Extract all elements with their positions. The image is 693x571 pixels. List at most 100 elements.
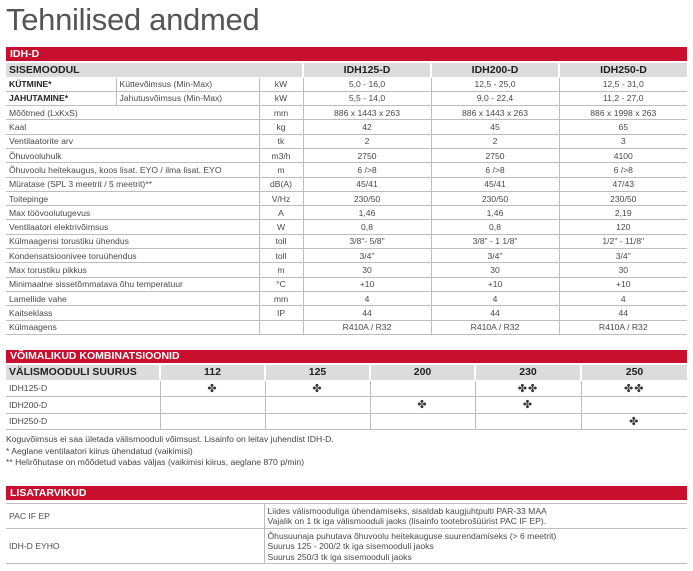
footnotes: Koguvõimsus ei saa ületada välismooduli … [6,434,334,469]
accessories-section-title: LISATARVIKUD [10,487,87,499]
row-unit: IP [258,305,304,321]
capacity-row: KÜTMINE* Küttevõimsus (Min-Max) kW 5,0 - 16… [6,77,688,92]
spec-value: 30 [558,262,688,278]
spec-value: 1/2" - 11/8" [558,234,688,250]
spec-row: Kaitseklass IP 44 44 44 [6,305,688,321]
row-unit: °C [258,277,304,292]
row-unit: m3/h [258,148,304,164]
footnote: Koguvõimsus ei saa ületada välismooduli … [6,434,334,444]
spec-row: Kondensatsioonivee toruühendus toll 3/4" 3/… [6,248,688,264]
spec-value: 230/50 [558,191,688,207]
row-unit: kW [258,77,304,92]
spec-value: 230/50 [430,191,560,207]
combination-cell [159,413,265,430]
combination-row: IDH250-D ✤ [6,413,687,430]
spec-table: SISEMOODUL IDH125-D IDH200-D IDH250-D KÜTMIN… [6,63,688,335]
spec-row: Lamellide vahe mm 4 4 4 [6,291,688,307]
spec-value: 44 [430,305,560,321]
spec-value: 886 x 1998 x 263 [558,105,688,121]
combination-cell: ✤ [369,396,475,414]
spec-value: 12,5 - 31,0 [558,77,688,92]
row-unit: tk [258,134,304,149]
spec-value: 3/4" [430,248,560,264]
row-label: Müratase (SPL 3 meetrit / 5 meetrit)** [6,177,259,192]
indoor-model-label: IDH125-D [6,380,160,397]
spec-value: 3/4" [302,248,432,264]
row-label: Toitepinge [6,191,259,207]
row-label: KÜTMINE* [6,77,116,92]
accessory-description-line: Suurus 125 - 200/2 tk iga sisemooduli ja… [267,541,434,552]
row-label: Max töövoolutugevus [6,205,259,221]
spec-value: 1,46 [302,205,432,221]
spec-value: 4 [558,291,688,307]
combination-cell: ✤✤ [474,380,581,397]
spec-value: 45/41 [302,177,432,192]
combination-cell: ✤ [474,396,581,414]
spec-value: 4100 [558,148,688,164]
spec-value: 2750 [430,148,560,164]
spec-value: 2 [430,134,560,149]
accessories-section-bar: LISATARVIKUD [6,486,687,500]
accessory-name: IDH-D EYHO [6,528,264,565]
combination-cell [474,413,581,430]
combination-row: IDH125-D ✤ ✤ ✤✤ ✤✤ [6,380,687,397]
spec-value: 12,5 - 25,0 [430,77,560,92]
spec-value: 2750 [302,148,432,164]
spec-row: Külmaagensi torustiku ühendus toll 3/8"- 5… [6,234,688,250]
model-column-header: IDH200-D [430,63,560,78]
combination-cell: ✤ [580,413,687,430]
outdoor-size-header: 250 [580,365,687,381]
indoor-model-label: IDH250-D [6,413,160,430]
spec-row: Õhuvooluhulk m3/h 2750 2750 4100 [6,148,688,164]
spec-row: Ventilaatori elektrivõimsus W 0,8 0,8 120 [6,219,688,235]
combination-row: IDH200-D ✤ ✤ [6,396,687,414]
row-unit: kg [258,119,304,135]
spec-value: 6 />8 [558,162,688,178]
spec-row: Kaal kg 42 45 65 [6,119,688,135]
row-unit: dB(A) [258,177,304,192]
spec-value: 47/43 [558,177,688,192]
row-sublabel: Küttevõimsus (Min-Max) [115,77,259,92]
combinations-header-label: VÄLISMOODULI SUURUS [6,365,160,381]
accessory-description: Õhusuunaja puhutava õhuvoolu heitekaugus… [263,528,687,565]
spec-value: 42 [302,119,432,135]
spec-value: 45/41 [430,177,560,192]
fan-icon: ✤✤ [517,382,539,395]
combination-cell [159,396,265,414]
spec-value: 6 />8 [302,162,432,178]
row-label: Kaitseklass [6,305,259,321]
combinations-section-title: VÕIMALIKUD KOMBINATSIOONID [10,350,180,362]
spec-value: 44 [302,305,432,321]
row-unit: mm [258,105,304,121]
fan-icon: ✤✤ [624,382,645,395]
row-label: Õhuvooluhulk [6,148,259,164]
combination-cell: ✤✤ [580,380,687,397]
footnote: ** Helirõhutase on mõõdetud vabas väljas… [6,457,305,468]
model-column-header: IDH125-D [302,63,432,78]
combinations-header-row: VÄLISMOODULI SUURUS 112 125 200 230 250 [6,365,687,381]
outdoor-size-header: 230 [474,365,581,381]
spec-row: Ventilaatorite arv tk 2 2 3 [6,134,688,149]
spec-value: 3/4" [558,248,688,264]
accessory-description-line: Liides välismooduliga ühendamiseks, sisa… [267,506,547,516]
fan-icon: ✤ [207,382,218,395]
capacity-row: JAHUTAMINE* Jahutusvõimsus (Min-Max) kW 5,5… [6,91,688,107]
spec-row: Külmaagens R410A / R32 R410A / R32 R410A / … [6,320,688,335]
fan-icon: ✤ [629,415,640,428]
spec-value: 30 [430,262,560,278]
combination-cell [580,396,687,414]
combination-cell [264,396,370,414]
spec-row: Müratase (SPL 3 meetrit / 5 meetrit)** dB… [6,177,688,192]
outdoor-size-header: 200 [369,365,475,381]
spec-value: +10 [430,277,560,292]
combinations-table: VÄLISMOODULI SUURUS 112 125 200 230 250 IDH125… [6,365,687,430]
spec-value: 44 [558,305,688,321]
spec-value: 30 [302,262,432,278]
row-unit: m [258,262,304,278]
row-unit: mm [258,291,304,307]
spec-value: 1,46 [430,205,560,221]
spec-value: R410A / R32 [302,320,432,335]
spec-value: 886 x 1443 x 263 [430,105,560,121]
spec-value: 230/50 [302,191,432,207]
row-unit: toll [258,248,304,264]
